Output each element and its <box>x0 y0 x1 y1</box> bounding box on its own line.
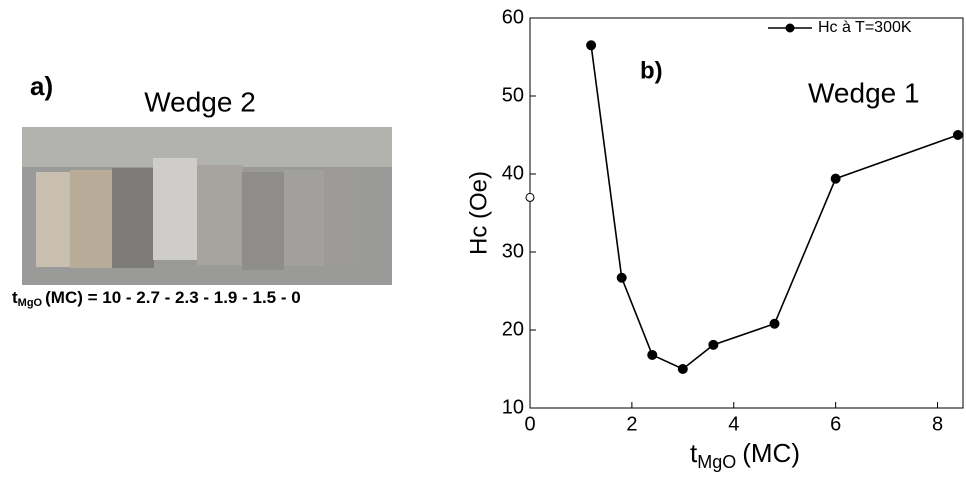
strip <box>36 172 72 267</box>
y-tick-label: 10 <box>502 396 524 418</box>
strip <box>284 170 324 266</box>
panel-a: a) Wedge 2 tMgO (MC) = 10 - 2.7 - 2.3 - 1… <box>12 71 392 309</box>
point <box>708 339 719 350</box>
annotation: b) <box>640 57 663 84</box>
y-tick-label: 60 <box>502 6 524 28</box>
y-tick-label: 30 <box>502 240 524 262</box>
y-tick-label: 20 <box>502 318 524 340</box>
panel-b: b) Wedge 1 Hc (Oe) tMgO (MC) 102030405060… <box>465 6 964 472</box>
x-tick-label: 2 <box>626 413 637 435</box>
point <box>769 318 780 329</box>
caption: tMgO (MC) = 10 - 2.7 - 2.3 - 1.9 - 1.5 - … <box>12 288 301 308</box>
x-tick-label: 0 <box>524 413 535 435</box>
x-tick-label: 8 <box>932 413 943 435</box>
y-axis-label: Hc (Oe) <box>465 171 492 255</box>
y-tick-label: 50 <box>502 84 524 106</box>
strip <box>197 165 243 265</box>
annotation: Wedge 1 <box>808 77 920 108</box>
point <box>647 349 658 360</box>
x-tick-label: 4 <box>728 413 739 435</box>
point <box>677 364 688 374</box>
strip <box>242 172 284 270</box>
point <box>525 192 535 202</box>
photo-bg <box>22 127 392 167</box>
line <box>590 45 959 370</box>
strip <box>70 170 114 268</box>
strip <box>324 168 362 264</box>
strip <box>112 168 154 268</box>
y-tick-label: 40 <box>502 162 524 184</box>
legend-label: Hc à T=300K <box>818 19 912 36</box>
panel-title: Wedge 2 <box>144 86 256 117</box>
point <box>616 272 627 283</box>
x-tick-label: 6 <box>830 413 841 435</box>
panel-label: a) <box>30 71 53 101</box>
strip <box>153 158 197 260</box>
point <box>586 40 597 51</box>
x-axis-label: tMgO (MC) <box>690 438 800 472</box>
point <box>952 130 963 140</box>
legend-marker <box>785 23 795 33</box>
plot-frame <box>529 17 964 409</box>
point <box>830 173 841 184</box>
